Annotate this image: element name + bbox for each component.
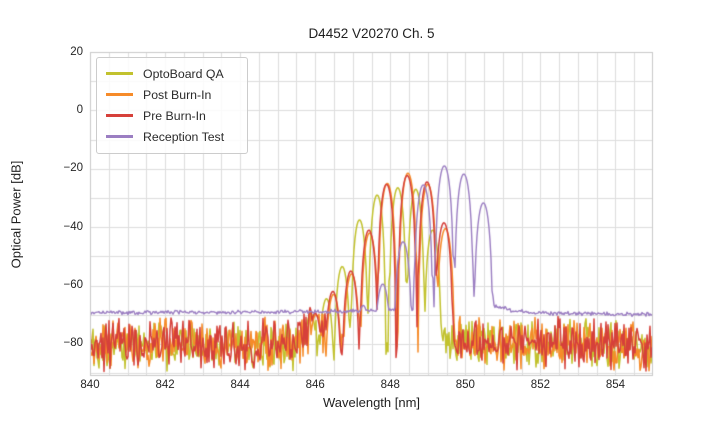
legend-line-swatch xyxy=(106,114,133,117)
x-tick-label: 842 xyxy=(155,379,175,391)
legend: OptoBoard QA Post Burn-In Pre Burn-In Recep… xyxy=(96,57,248,154)
legend-item: Post Burn-In xyxy=(97,84,247,105)
y-tick-label: −80 xyxy=(63,337,83,350)
legend-label: Post Burn-In xyxy=(143,87,212,102)
x-tick-label: 848 xyxy=(380,379,400,391)
legend-item: Pre Burn-In xyxy=(97,105,247,126)
legend-line-swatch xyxy=(106,72,133,75)
legend-label: Reception Test xyxy=(143,129,225,144)
x-tick-label: 844 xyxy=(230,379,250,391)
y-tick-label: −20 xyxy=(63,162,83,175)
x-tick-label: 840 xyxy=(80,379,100,391)
x-tick-label: 852 xyxy=(530,379,550,391)
legend-label: Pre Burn-In xyxy=(143,108,206,123)
x-tick-label: 850 xyxy=(455,379,475,391)
y-axis-label: Optical Power [dB] xyxy=(8,160,24,269)
legend-line-swatch xyxy=(106,93,133,96)
legend-item: OptoBoard QA xyxy=(97,63,247,84)
y-tick-label: 20 xyxy=(70,45,83,58)
legend-line-swatch xyxy=(106,135,133,138)
y-tick-label: −40 xyxy=(63,220,83,233)
x-axis-label: Wavelength [nm] xyxy=(322,395,421,410)
legend-item: Reception Test xyxy=(97,126,247,147)
x-tick-label: 846 xyxy=(305,379,325,391)
legend-label: OptoBoard QA xyxy=(143,66,224,81)
chart-title: D4452 V20270 Ch. 5 xyxy=(308,26,435,41)
y-tick-label: −60 xyxy=(63,279,83,291)
x-tick-label: 854 xyxy=(605,379,626,391)
y-tick-label: 0 xyxy=(76,103,83,116)
